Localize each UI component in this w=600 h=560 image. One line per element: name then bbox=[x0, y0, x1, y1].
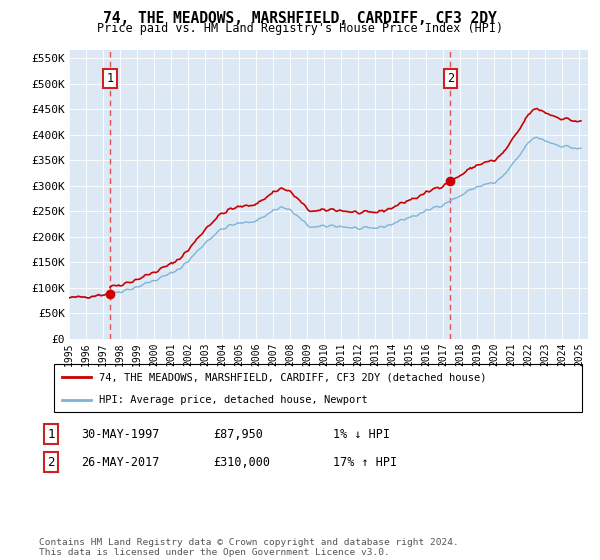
Text: Contains HM Land Registry data © Crown copyright and database right 2024.
This d: Contains HM Land Registry data © Crown c… bbox=[39, 538, 459, 557]
Text: 74, THE MEADOWS, MARSHFIELD, CARDIFF, CF3 2DY: 74, THE MEADOWS, MARSHFIELD, CARDIFF, CF… bbox=[103, 11, 497, 26]
Text: 17% ↑ HPI: 17% ↑ HPI bbox=[333, 455, 397, 469]
Text: Price paid vs. HM Land Registry's House Price Index (HPI): Price paid vs. HM Land Registry's House … bbox=[97, 22, 503, 35]
Text: 1% ↓ HPI: 1% ↓ HPI bbox=[333, 427, 390, 441]
Text: 30-MAY-1997: 30-MAY-1997 bbox=[81, 427, 160, 441]
Text: £87,950: £87,950 bbox=[213, 427, 263, 441]
Text: 1: 1 bbox=[106, 72, 113, 85]
Text: £310,000: £310,000 bbox=[213, 455, 270, 469]
Text: 26-MAY-2017: 26-MAY-2017 bbox=[81, 455, 160, 469]
Text: 2: 2 bbox=[447, 72, 454, 85]
Text: 1: 1 bbox=[47, 427, 55, 441]
Text: 2: 2 bbox=[47, 455, 55, 469]
Text: HPI: Average price, detached house, Newport: HPI: Average price, detached house, Newp… bbox=[99, 395, 368, 405]
Text: 74, THE MEADOWS, MARSHFIELD, CARDIFF, CF3 2DY (detached house): 74, THE MEADOWS, MARSHFIELD, CARDIFF, CF… bbox=[99, 372, 487, 382]
